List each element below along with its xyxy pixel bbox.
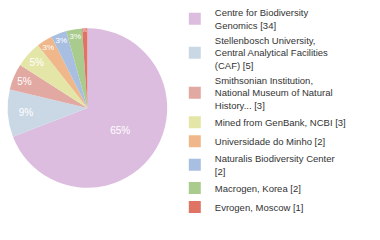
svg-text:1%: 1% <box>83 29 88 33</box>
svg-text:Evrogen, Moscow [1]: Evrogen, Moscow [1] <box>215 202 304 213</box>
svg-text:5%: 5% <box>29 57 44 68</box>
svg-text:5%: 5% <box>17 76 32 87</box>
svg-text:Stellenbosch University,Centra: Stellenbosch University,Central Analytic… <box>215 35 328 71</box>
svg-text:Centre for BiodiversityGenomic: Centre for BiodiversityGenomics [34] <box>215 7 309 30</box>
svg-text:Macrogen, Korea [2]: Macrogen, Korea [2] <box>215 183 301 194</box>
svg-text:Naturalis Biodiversity Center[: Naturalis Biodiversity Center[2] <box>215 153 335 176</box>
svg-text:3%: 3% <box>56 36 67 45</box>
svg-text:9%: 9% <box>19 107 34 118</box>
svg-text:65%: 65% <box>110 125 130 136</box>
svg-text:3%: 3% <box>43 43 54 52</box>
svg-text:Mined from GenBank, NCBI [3]: Mined from GenBank, NCBI [3] <box>215 117 346 128</box>
svg-text:3%: 3% <box>70 32 81 41</box>
svg-text:Universidade do Minho [2]: Universidade do Minho [2] <box>215 136 325 147</box>
svg-text:Smithsonian Institution,Nation: Smithsonian Institution,National Museum … <box>215 75 333 111</box>
